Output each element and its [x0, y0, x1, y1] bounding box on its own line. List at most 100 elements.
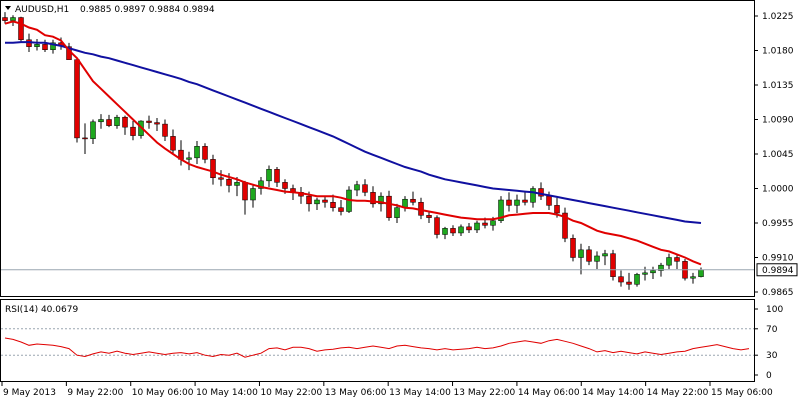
rsi-tick-label: 100 [766, 305, 783, 315]
candle [34, 39, 40, 51]
candle-body-bear [18, 17, 24, 41]
candle-body-bear [170, 136, 176, 151]
candle-body-bear [218, 177, 224, 180]
candle-body-bull [658, 264, 664, 271]
candle-body-bear [226, 179, 232, 186]
candle [434, 215, 440, 239]
candle-body-bull [666, 257, 672, 266]
candle-body-bear [410, 198, 416, 203]
price-tick-label: 1.0045 [762, 150, 794, 160]
candle [586, 246, 592, 266]
candle-body-bear [674, 257, 680, 262]
candle-body-bull [642, 272, 648, 275]
candle-body-bull [578, 249, 584, 258]
candle-body-bear [42, 44, 48, 50]
candle [458, 224, 464, 237]
candle-body-bear [162, 123, 168, 137]
candle [370, 186, 376, 208]
candle [74, 58, 80, 143]
candle [666, 253, 672, 269]
price-tick-label: 0.9955 [762, 219, 794, 229]
candle-body-bull [234, 182, 240, 186]
candle [362, 179, 368, 197]
candle-body-bull [650, 270, 656, 274]
candle-body-bear [242, 182, 248, 201]
candle-body-bear [506, 199, 512, 206]
current-price-tag: 0.9894 [756, 263, 798, 277]
candle [394, 203, 400, 223]
candle-body-bear [482, 222, 488, 226]
candle-body-bull [378, 195, 384, 205]
candle [314, 197, 320, 210]
candle-body-bear [338, 207, 344, 212]
candle [250, 184, 256, 208]
candle [50, 39, 56, 54]
rsi-pane[interactable]: RSI(14) 40.0679 [0, 299, 755, 382]
candle [538, 182, 544, 200]
sma-fast-line [4, 20, 702, 266]
candle [506, 192, 512, 212]
price-tick-label: 0.9865 [762, 288, 794, 298]
rsi-tick-label: 70 [766, 325, 778, 335]
candle [90, 119, 96, 145]
price-tick-label: 1.0090 [762, 116, 794, 126]
time-axis: 9 May 2013 9 May 22:00 10 May 06:00 10 May … [1, 381, 773, 398]
candle [170, 129, 176, 154]
candle-body-bull [394, 207, 400, 218]
candle-body-bull [258, 180, 264, 189]
candle-body-bull [98, 119, 104, 123]
candle-body-bull [90, 121, 96, 139]
time-tick-label: 14 May 06:00 [518, 388, 580, 398]
candle [82, 123, 88, 154]
candle-body-bear [450, 228, 456, 234]
price-pane[interactable]: AUDUSD,H1 0.9885 0.9897 0.9884 0.9894 [0, 0, 755, 297]
time-tick-label: 14 May 14:00 [582, 388, 644, 398]
candle-body-bear [306, 195, 312, 205]
candle [98, 114, 104, 129]
rsi-line [4, 337, 750, 358]
rsi-label: RSI(14) 40.0679 [5, 305, 78, 315]
candle-body-bull [354, 184, 360, 191]
candle [450, 225, 456, 237]
price-pane-frame [0, 0, 755, 297]
candle-body-bear [386, 195, 392, 218]
candle-body-bear [370, 192, 376, 205]
candle [642, 266, 648, 281]
candle [498, 196, 504, 223]
candle [410, 191, 416, 206]
time-tick-label: 13 May 06:00 [325, 388, 387, 398]
candle [330, 194, 336, 212]
current-price-value: 0.9894 [762, 266, 794, 276]
dropdown-triangle-icon[interactable] [5, 6, 11, 10]
rsi-levels [1, 328, 754, 356]
candle-body-bear [202, 146, 208, 160]
candle [442, 226, 448, 240]
candle [426, 211, 432, 223]
candle-body-bull [530, 188, 536, 203]
candle-body-bull [602, 253, 608, 257]
candle [114, 114, 120, 129]
rsi-tick-label: 30 [766, 351, 778, 361]
candle [106, 114, 112, 128]
candle [514, 194, 520, 214]
candle-body-bull [490, 220, 496, 226]
candle-body-bull [442, 228, 448, 235]
candle-body-bear [618, 276, 624, 283]
candle [274, 167, 280, 187]
candle [474, 220, 480, 233]
candle [562, 207, 568, 243]
candle-body-bear [626, 281, 632, 285]
candle-body-bull [514, 199, 520, 206]
sma-slow-line [5, 41, 702, 224]
candle-body-bear [282, 182, 288, 189]
candle [610, 249, 616, 281]
candle-body-bear [274, 169, 280, 183]
candle-body-bear [210, 159, 216, 179]
price-tick-label: 1.0000 [762, 185, 794, 195]
candle-body-bear [610, 253, 616, 277]
candle-body-bull [266, 169, 272, 182]
candle-body-bull [474, 222, 480, 231]
candle-body-bull [634, 274, 640, 285]
candle [194, 140, 200, 164]
